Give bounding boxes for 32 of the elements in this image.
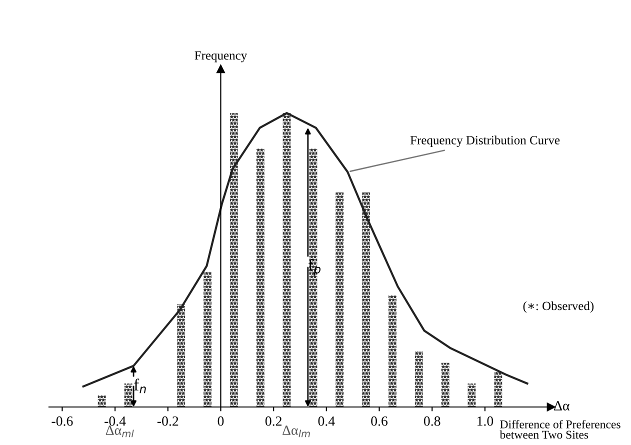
x-tick-label: 0.8 — [424, 416, 440, 426]
annotation: (∗: Observed) — [523, 301, 594, 313]
bar — [204, 272, 212, 407]
bar — [256, 148, 264, 407]
x-axis-title: Δα — [554, 401, 570, 410]
bar — [494, 372, 502, 407]
text: Δα$_{lm}$ — [282, 426, 310, 438]
bar — [336, 192, 344, 407]
bar — [468, 383, 476, 407]
bar — [441, 362, 450, 407]
bar — [230, 113, 238, 407]
x-tick-label: -0.4 — [104, 416, 126, 426]
x-tick-label: 0.2 — [265, 416, 282, 426]
x-tick-label: 0.4 — [318, 416, 335, 426]
bar — [124, 383, 132, 407]
text: Δα$_{ml}$ — [106, 426, 134, 438]
bar — [362, 192, 370, 407]
bar — [98, 395, 106, 407]
y-axis-title: Frequency — [194, 51, 248, 62]
bar — [177, 304, 186, 407]
bar — [282, 113, 291, 407]
annotation: f$_{p}$ — [308, 258, 321, 276]
text: Difference of Preferences between Two Sites — [500, 420, 620, 439]
bar — [388, 295, 396, 407]
x-tick-label: -0.6 — [52, 416, 73, 426]
x-tick-label: 1.0 — [477, 416, 494, 426]
annotation: f$_{n}$ — [134, 378, 146, 394]
bar — [414, 351, 423, 407]
x-tick-label: 0.6 — [371, 416, 388, 426]
x-tick-label: -0.2 — [157, 416, 178, 426]
x-tick-label: 0 — [218, 416, 224, 426]
text: Frequency Distribution Curve — [410, 136, 560, 147]
